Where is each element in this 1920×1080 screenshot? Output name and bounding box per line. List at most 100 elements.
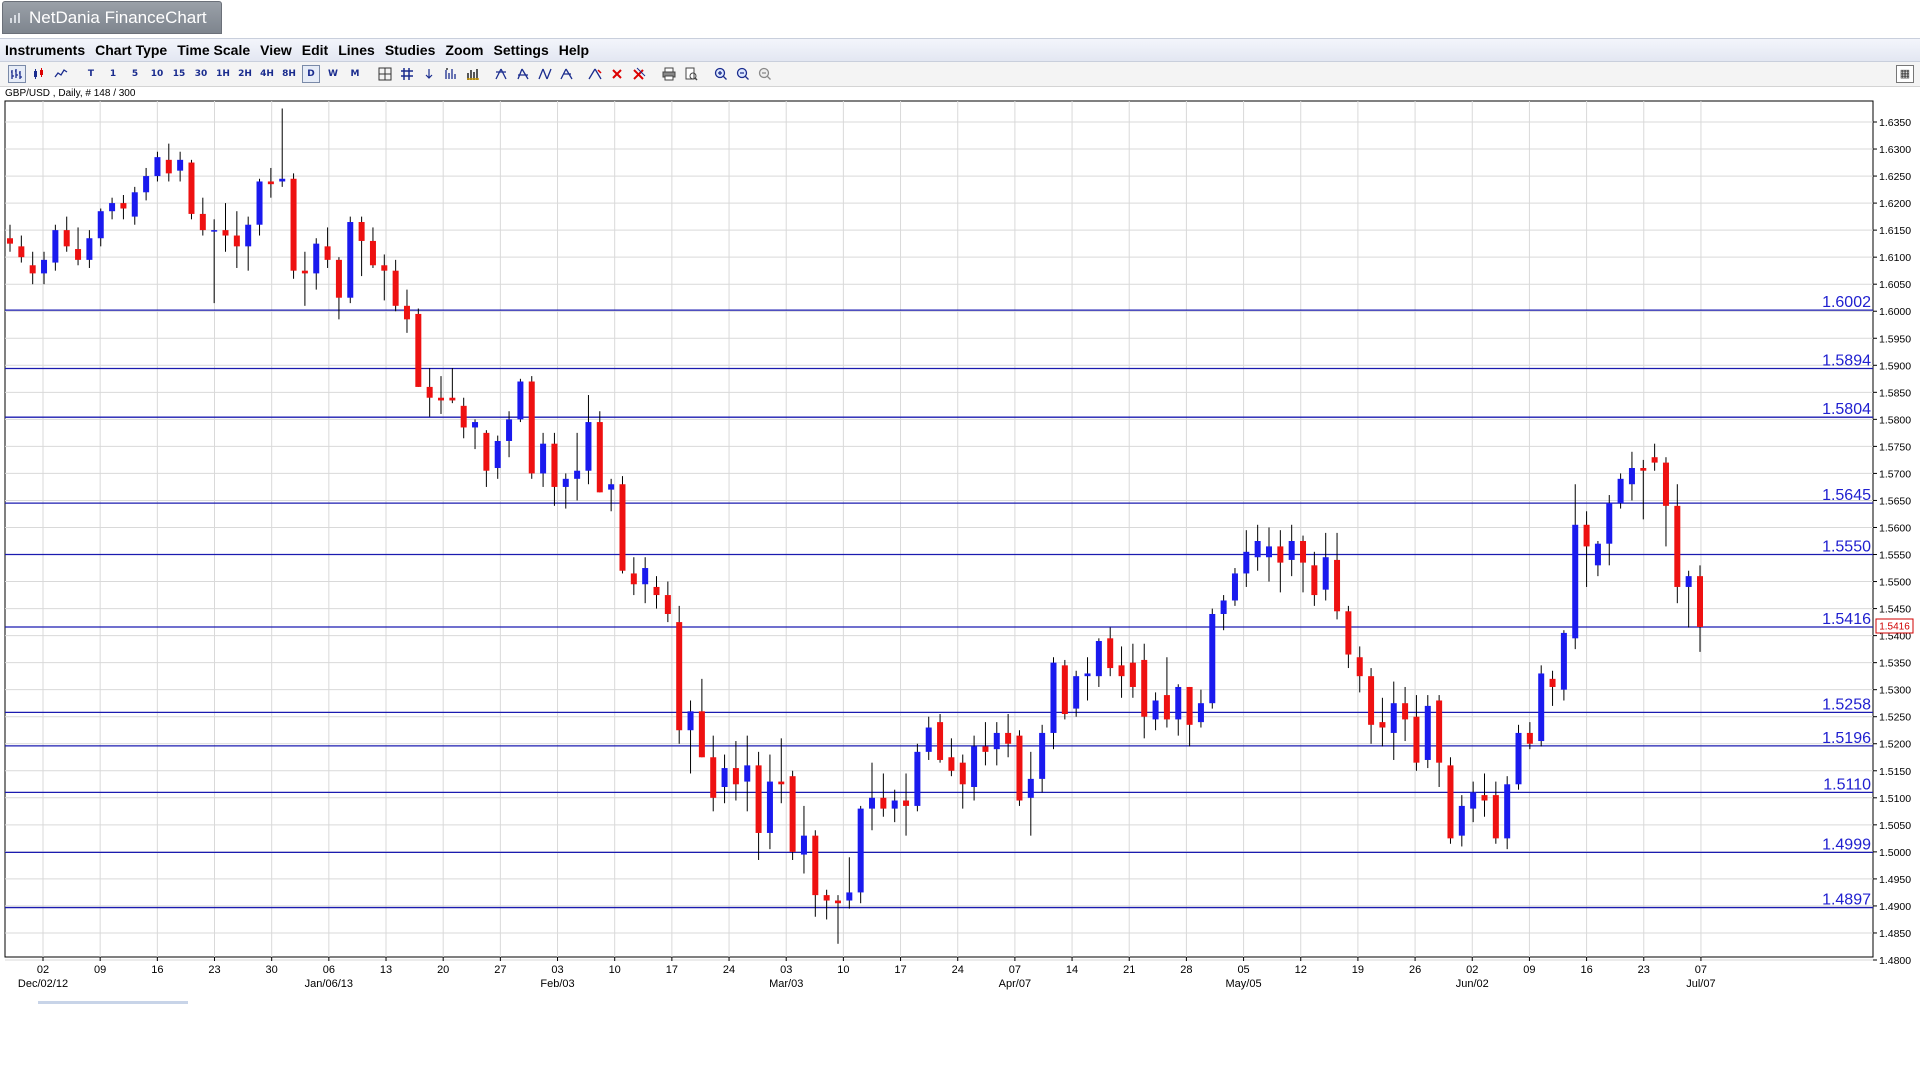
- candle: [29, 251, 36, 285]
- candle-body: [1651, 457, 1658, 463]
- candle-body: [1390, 703, 1397, 733]
- line-chart-icon[interactable]: [52, 65, 70, 83]
- menu-time-scale[interactable]: Time Scale: [177, 42, 251, 58]
- candle: [1436, 695, 1443, 787]
- candle: [438, 376, 445, 414]
- detach-icon[interactable]: ▦: [1896, 65, 1914, 83]
- candle-body: [143, 176, 150, 193]
- candle: [483, 430, 490, 487]
- candle-body: [766, 781, 773, 833]
- candle: [619, 476, 626, 574]
- menu-lines[interactable]: Lines: [338, 42, 375, 58]
- volume-icon[interactable]: [464, 65, 482, 83]
- fib-icon[interactable]: [492, 65, 510, 83]
- timescale-15[interactable]: 15: [172, 69, 186, 79]
- x-period-label: May/05: [1226, 978, 1262, 990]
- delete-all-icon[interactable]: [630, 65, 648, 83]
- menu-zoom[interactable]: Zoom: [445, 42, 484, 58]
- menu-studies[interactable]: Studies: [384, 42, 436, 58]
- candle: [222, 203, 229, 252]
- menu-edit[interactable]: Edit: [301, 42, 329, 58]
- candle: [1674, 484, 1681, 604]
- candle-body: [52, 230, 59, 263]
- print-icon[interactable]: [660, 65, 678, 83]
- y-tick-label: 1.6000: [1879, 306, 1911, 318]
- x-tick-label: 30: [266, 964, 278, 976]
- x-tick-label: 03: [780, 964, 792, 976]
- zoom-out-icon[interactable]: [734, 65, 752, 83]
- candle: [165, 143, 172, 182]
- candle-body: [279, 178, 286, 182]
- candle-body: [1424, 705, 1431, 760]
- candle: [1265, 527, 1272, 582]
- timescale-d[interactable]: D: [302, 65, 320, 83]
- candle: [1118, 646, 1125, 698]
- candle: [1458, 795, 1465, 847]
- channel-icon[interactable]: [514, 65, 532, 83]
- y-tick-label: 1.6100: [1879, 252, 1911, 264]
- y-axis: 1.6350 1.6300 1.6250 1.6200 1.6150 1.6100 1.60…: [1873, 117, 1911, 967]
- crosshair-icon[interactable]: [376, 65, 394, 83]
- menu-chart-type[interactable]: Chart Type: [95, 42, 168, 58]
- candle-body: [1504, 784, 1511, 839]
- candle: [1628, 451, 1635, 501]
- zoom-in-icon[interactable]: [712, 65, 730, 83]
- candle: [1640, 459, 1647, 520]
- timescale-m[interactable]: M: [350, 69, 360, 79]
- candle-body: [313, 243, 320, 274]
- pitchfork-icon[interactable]: [536, 65, 554, 83]
- timescale-1[interactable]: 1: [109, 69, 117, 79]
- menu-settings[interactable]: Settings: [493, 42, 549, 58]
- candle: [1470, 781, 1477, 823]
- candle: [982, 722, 989, 766]
- timescale-4h[interactable]: 4H: [260, 69, 274, 79]
- y-tick-label: 1.5750: [1879, 441, 1911, 453]
- timescale-1h[interactable]: 1H: [216, 69, 230, 79]
- candle: [517, 378, 524, 423]
- candle-body: [1322, 557, 1329, 590]
- price-chart[interactable]: 1.6002 1.5894 1.5804 1.5645 1.5550 1.5416 1.52…: [0, 98, 1920, 1003]
- x-period-label: Jan/06/13: [305, 978, 353, 990]
- candle-body: [1436, 700, 1443, 763]
- candle-body: [369, 240, 376, 266]
- candle-body: [1243, 551, 1250, 574]
- candle: [551, 432, 558, 506]
- zoom-reset-icon[interactable]: [756, 65, 774, 83]
- y-tick-label: 1.6350: [1879, 117, 1911, 129]
- candle: [1651, 443, 1658, 471]
- timescale-w[interactable]: W: [328, 69, 338, 79]
- menu-instruments[interactable]: Instruments: [5, 42, 86, 58]
- gann-icon[interactable]: [558, 65, 576, 83]
- timescale-t[interactable]: T: [87, 69, 95, 79]
- timescale-10[interactable]: 10: [150, 69, 164, 79]
- candle-body: [267, 181, 274, 185]
- candle-body: [1129, 662, 1136, 687]
- menu-view[interactable]: View: [260, 42, 292, 58]
- candle: [596, 411, 603, 493]
- candle-body: [653, 586, 660, 596]
- candle: [959, 754, 966, 809]
- horizontal-levels[interactable]: 1.6002 1.5894 1.5804 1.5645 1.5550 1.5416 1.52…: [5, 294, 1873, 909]
- candle: [1231, 568, 1238, 606]
- candle: [449, 367, 456, 404]
- delete-icon[interactable]: [608, 65, 626, 83]
- print-preview-icon[interactable]: [682, 65, 700, 83]
- grid-icon[interactable]: [398, 65, 416, 83]
- candle-body: [1277, 546, 1284, 563]
- candle-body: [63, 230, 70, 247]
- bar-chart-icon[interactable]: [8, 65, 26, 83]
- app-tab[interactable]: NetDania FinanceChart: [2, 1, 222, 34]
- horizontal-scrollbar[interactable]: [38, 1001, 188, 1004]
- lines-icon[interactable]: [586, 65, 604, 83]
- studies-icon[interactable]: [442, 65, 460, 83]
- timescale-5[interactable]: 5: [131, 69, 139, 79]
- menu-help[interactable]: Help: [558, 42, 590, 58]
- candle-body: [1220, 600, 1227, 614]
- candle: [1186, 686, 1193, 747]
- timescale-30[interactable]: 30: [194, 69, 208, 79]
- candle: [1334, 532, 1341, 620]
- timescale-8h[interactable]: 8H: [282, 69, 296, 79]
- arrow-icon[interactable]: [420, 65, 438, 83]
- candlestick-icon[interactable]: [30, 65, 48, 83]
- timescale-2h[interactable]: 2H: [238, 69, 252, 79]
